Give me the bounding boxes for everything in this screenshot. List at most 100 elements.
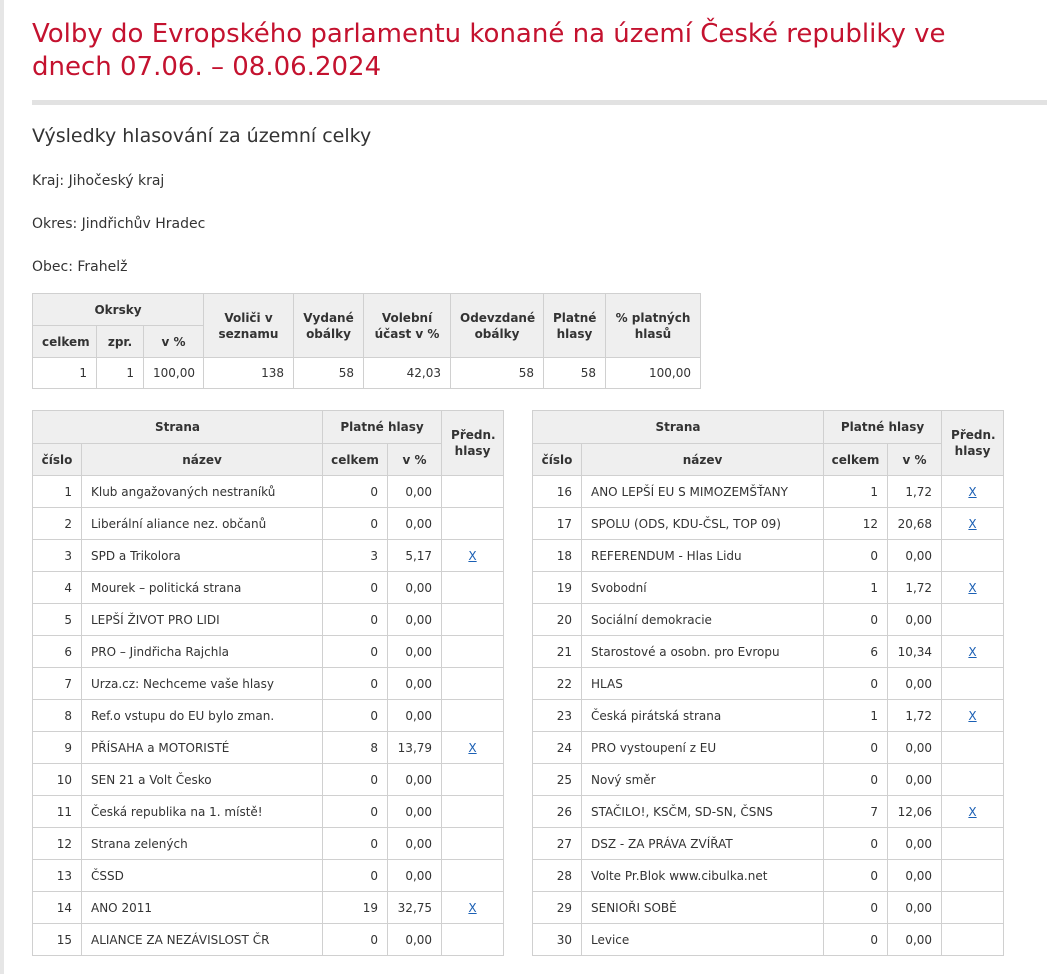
summary-cell: 42,03 (363, 357, 451, 389)
party-name: Ref.o vstupu do EU bylo zman. (80, 699, 324, 732)
party-votes: 3 (322, 539, 389, 572)
preference-cell: X (941, 475, 1005, 508)
party-percent: 5,17 (387, 539, 443, 572)
party-name: Česká republika na 1. místě! (80, 795, 324, 828)
party-name: Sociální demokracie (580, 603, 825, 636)
party-name: LEPŠÍ ŽIVOT PRO LIDI (80, 603, 324, 636)
party-row: 19 Svobodní 1 1,72 X (532, 571, 1005, 604)
party-percent: 1,72 (887, 475, 943, 508)
party-name: Strana zelených (80, 827, 324, 860)
party-number: 9 (32, 731, 82, 764)
summary-cell: 58 (293, 357, 364, 389)
party-votes: 0 (322, 859, 389, 892)
party-percent: 0,00 (387, 667, 443, 700)
preference-cell (441, 699, 505, 732)
preference-cell (941, 891, 1005, 924)
party-percent: 10,34 (887, 635, 943, 668)
party-row: 12 Strana zelených 0 0,00 (32, 827, 505, 860)
party-name: SPOLU (ODS, KDU-ČSL, TOP 09) (580, 507, 825, 540)
party-row: 26 STAČILO!, KSČM, SD-SN, ČSNS 7 12,06 X (532, 795, 1005, 828)
party-votes: 0 (823, 539, 889, 572)
party-percent: 0,00 (887, 539, 943, 572)
header-cislo: číslo (32, 443, 82, 476)
preference-cell: X (441, 731, 505, 764)
party-votes: 0 (322, 923, 389, 956)
party-row: 18 REFERENDUM - Hlas Lidu 0 0,00 (532, 539, 1005, 572)
party-percent: 0,00 (387, 827, 443, 860)
header-v-pct: v % (887, 443, 943, 476)
party-votes: 19 (322, 891, 389, 924)
party-row: 7 Urza.cz: Nechceme vaše hlasy 0 0,00 (32, 667, 505, 700)
party-name: Svobodní (580, 571, 825, 604)
party-number: 4 (32, 571, 82, 604)
header-strana: Strana (31, 410, 324, 444)
header-nazev: název (80, 443, 324, 476)
preference-votes-link[interactable]: X (968, 644, 977, 659)
party-number: 1 (32, 475, 82, 508)
preference-votes-link[interactable]: X (968, 804, 977, 819)
party-percent: 0,00 (387, 763, 443, 796)
party-row: 4 Mourek – politická strana 0 0,00 (32, 571, 505, 604)
preference-cell (441, 795, 505, 828)
party-name: Mourek – politická strana (80, 571, 324, 604)
header-zpr: zpr. (96, 325, 144, 358)
page-title: Volby do Evropského parlamentu konané na… (32, 19, 946, 82)
summary-cell: 58 (543, 357, 606, 389)
preference-votes-link[interactable]: X (468, 548, 477, 563)
preference-cell (941, 923, 1005, 956)
party-row: 3 SPD a Trikolora 3 5,17 X (32, 539, 505, 572)
party-name: Klub angažovaných nestraníků (80, 475, 324, 508)
preference-votes-link[interactable]: X (468, 740, 477, 755)
party-number: 26 (532, 795, 582, 828)
preference-cell (941, 603, 1005, 636)
party-votes: 0 (322, 635, 389, 668)
preference-cell (441, 827, 505, 860)
party-row: 29 SENIOŘI SOBĚ 0 0,00 (532, 891, 1005, 924)
party-percent: 0,00 (887, 923, 943, 956)
party-votes: 1 (823, 571, 889, 604)
header-ucast: Volební účast v % (363, 293, 451, 358)
preference-cell (941, 763, 1005, 796)
party-name: Levice (580, 923, 825, 956)
header-nazev: název (580, 443, 825, 476)
party-number: 30 (532, 923, 582, 956)
party-row: 1 Klub angažovaných nestraníků 0 0,00 (32, 475, 505, 508)
party-name: ČSSD (80, 859, 324, 892)
party-percent: 0,00 (387, 699, 443, 732)
preference-votes-link[interactable]: X (968, 516, 977, 531)
party-number: 14 (32, 891, 82, 924)
preference-cell (441, 603, 505, 636)
header-strana: Strana (531, 410, 825, 444)
party-percent: 0,00 (387, 475, 443, 508)
preference-cell (441, 923, 505, 956)
summary-cell: 58 (450, 357, 544, 389)
party-name: DSZ - ZA PRÁVA ZVÍŘAT (580, 827, 825, 860)
party-name: Urza.cz: Nechceme vaše hlasy (80, 667, 324, 700)
party-row: 6 PRO – Jindřicha Rajchla 0 0,00 (32, 635, 505, 668)
party-name: Starostové a osobn. pro Evropu (580, 635, 825, 668)
party-name: ANO 2011 (80, 891, 324, 924)
header-platne-hlasy: Platné hlasy (823, 410, 943, 444)
party-votes: 0 (322, 667, 389, 700)
party-row: 20 Sociální demokracie 0 0,00 (532, 603, 1005, 636)
preference-cell: X (441, 539, 505, 572)
party-number: 22 (532, 667, 582, 700)
party-percent: 0,00 (387, 507, 443, 540)
header-cislo: číslo (532, 443, 582, 476)
preference-votes-link[interactable]: X (468, 900, 477, 915)
party-number: 29 (532, 891, 582, 924)
party-percent: 0,00 (887, 859, 943, 892)
header-pct-platnych: % platných hlasů (605, 293, 701, 358)
party-row: 28 Volte Pr.Blok www.cibulka.net 0 0,00 (532, 859, 1005, 892)
title-divider (32, 100, 1047, 105)
preference-votes-link[interactable]: X (968, 580, 977, 595)
summary-cell: 1 (32, 357, 97, 389)
preference-votes-link[interactable]: X (968, 708, 977, 723)
party-name: ANO LEPŠÍ EU S MIMOZEMŠŤANY (580, 475, 825, 508)
party-row: 10 SEN 21 a Volt Česko 0 0,00 (32, 763, 505, 796)
preference-cell (441, 763, 505, 796)
header-odevzdane: Odevzdané obálky (450, 293, 544, 358)
party-votes: 0 (322, 507, 389, 540)
preference-votes-link[interactable]: X (968, 484, 977, 499)
party-name: SENIOŘI SOBĚ (580, 891, 825, 924)
